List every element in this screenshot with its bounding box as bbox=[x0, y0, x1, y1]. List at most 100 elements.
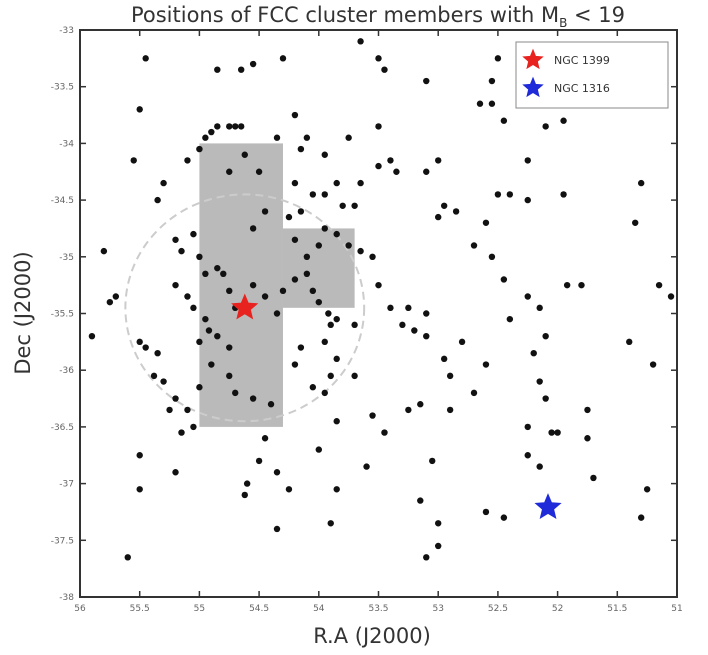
data-point bbox=[196, 253, 203, 260]
data-point bbox=[494, 191, 502, 198]
data-point bbox=[178, 247, 185, 255]
circle-layer bbox=[124, 193, 366, 423]
data-point bbox=[590, 474, 597, 482]
data-point bbox=[482, 508, 490, 516]
data-point bbox=[351, 202, 358, 209]
data-point bbox=[214, 264, 221, 272]
plot-frame bbox=[79, 29, 678, 598]
data-point bbox=[160, 179, 167, 187]
data-point bbox=[542, 123, 549, 130]
data-point bbox=[196, 145, 203, 153]
data-point bbox=[387, 157, 394, 164]
y-tick-label: -35.5 bbox=[51, 310, 74, 320]
data-point bbox=[542, 332, 549, 340]
data-point bbox=[375, 162, 382, 170]
data-point bbox=[106, 298, 114, 306]
data-point bbox=[542, 395, 549, 402]
data-point bbox=[321, 151, 328, 158]
data-point bbox=[172, 236, 179, 243]
data-point bbox=[291, 361, 299, 368]
x-tick-label: 51.5 bbox=[607, 604, 627, 614]
data-point bbox=[536, 378, 543, 385]
data-point bbox=[154, 196, 161, 204]
data-point bbox=[423, 77, 430, 85]
data-point bbox=[226, 168, 233, 175]
data-point bbox=[649, 361, 657, 368]
data-point bbox=[351, 372, 358, 380]
data-point bbox=[297, 145, 305, 153]
data-point bbox=[417, 497, 424, 504]
data-point bbox=[375, 123, 382, 130]
data-point bbox=[482, 219, 490, 226]
data-point bbox=[150, 372, 158, 380]
x-tick-label: 52.5 bbox=[488, 604, 508, 614]
x-tick-label: 51 bbox=[671, 604, 682, 614]
data-point bbox=[172, 395, 179, 402]
data-point bbox=[470, 242, 478, 249]
data-point bbox=[285, 213, 293, 221]
data-point bbox=[214, 66, 221, 73]
data-point bbox=[327, 372, 334, 380]
data-point bbox=[214, 332, 221, 340]
data-point bbox=[363, 463, 370, 470]
data-point bbox=[446, 406, 454, 414]
data-point bbox=[643, 486, 651, 493]
data-point bbox=[423, 332, 430, 340]
data-point bbox=[273, 310, 281, 317]
data-point bbox=[381, 66, 388, 73]
data-point bbox=[339, 202, 346, 209]
data-point bbox=[303, 253, 311, 260]
data-point bbox=[226, 372, 233, 380]
x-tick-label: 55.5 bbox=[130, 604, 150, 614]
data-point bbox=[637, 514, 645, 521]
data-point bbox=[423, 554, 430, 561]
data-point bbox=[303, 134, 311, 141]
data-point bbox=[172, 281, 179, 289]
data-point bbox=[285, 486, 293, 493]
data-point bbox=[220, 270, 227, 278]
data-point bbox=[255, 168, 263, 175]
data-point bbox=[291, 276, 299, 283]
data-point bbox=[470, 389, 478, 397]
data-point bbox=[249, 60, 257, 68]
data-point bbox=[214, 123, 221, 130]
data-point bbox=[345, 134, 352, 141]
data-point bbox=[100, 247, 108, 255]
chart-title-tail: < 19 bbox=[567, 3, 625, 27]
data-point bbox=[375, 281, 382, 289]
data-point bbox=[303, 270, 311, 278]
data-point bbox=[315, 242, 322, 249]
data-point bbox=[429, 457, 436, 465]
data-point bbox=[393, 168, 400, 175]
data-point bbox=[524, 157, 531, 164]
data-point bbox=[184, 406, 191, 414]
y-tick-label: -37.5 bbox=[51, 536, 74, 546]
data-point bbox=[536, 304, 543, 312]
data-point bbox=[417, 401, 424, 408]
y-tick-label: -38 bbox=[59, 593, 74, 603]
star-ngc-1316 bbox=[534, 493, 562, 519]
data-point bbox=[524, 452, 531, 459]
data-point bbox=[279, 287, 287, 295]
x-tick-label: 55 bbox=[194, 604, 205, 614]
data-point bbox=[446, 372, 454, 380]
highlight-points bbox=[231, 293, 562, 519]
data-point bbox=[423, 310, 430, 317]
x-tick-label: 54 bbox=[313, 604, 325, 614]
data-point bbox=[154, 349, 161, 357]
data-point bbox=[279, 55, 287, 62]
data-point bbox=[435, 213, 442, 221]
chart-title-subscript: B bbox=[559, 16, 567, 30]
data-point bbox=[142, 344, 149, 351]
data-point bbox=[196, 338, 203, 346]
data-point bbox=[411, 327, 418, 334]
data-point bbox=[345, 242, 352, 249]
data-point bbox=[524, 423, 531, 431]
data-point bbox=[130, 157, 137, 164]
data-point bbox=[357, 38, 364, 45]
data-point bbox=[190, 423, 197, 431]
data-point bbox=[309, 191, 317, 198]
data-point bbox=[166, 406, 173, 414]
data-point bbox=[333, 230, 340, 238]
